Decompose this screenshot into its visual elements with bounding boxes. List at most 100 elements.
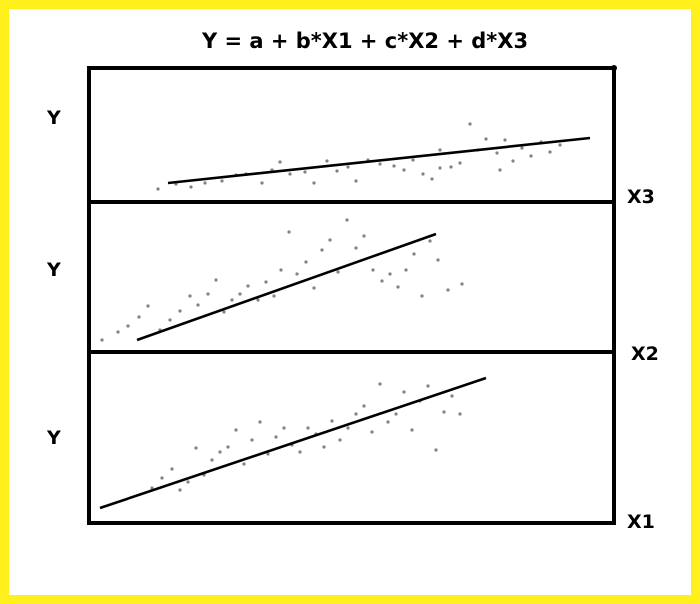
scatter-point-x3	[495, 151, 499, 155]
scatter-point-x1	[426, 384, 430, 388]
scatter-point-x3	[288, 172, 292, 176]
scatter-point-x3	[430, 177, 434, 181]
scatter-point-x1	[402, 390, 406, 394]
scatter-point-x2	[436, 258, 440, 262]
scatter-point-x3	[498, 168, 502, 172]
scatter-point-x1	[298, 450, 302, 454]
scatter-point-x1	[322, 445, 326, 449]
scatter-point-x3	[438, 148, 442, 152]
scatter-point-x2	[412, 252, 416, 256]
scatter-point-x3	[529, 154, 533, 158]
scatter-point-x2	[206, 292, 210, 296]
scatter-point-x3	[325, 159, 329, 163]
scatter-point-x2	[380, 279, 384, 283]
scatter-point-x3	[220, 179, 224, 183]
scatter-point-x2	[256, 298, 260, 302]
scatter-point-x2	[328, 238, 332, 242]
scatter-point-x3	[520, 146, 524, 150]
scatter-point-x1	[234, 428, 238, 432]
scatter-point-x2	[126, 324, 130, 328]
scatter-point-x1	[226, 445, 230, 449]
scatter-point-x3	[438, 166, 442, 170]
scatter-point-x3	[392, 164, 396, 168]
scatter-point-x2	[264, 280, 268, 284]
scatter-point-x1	[330, 419, 334, 423]
scatter-point-x2	[246, 284, 250, 288]
scatter-point-x1	[306, 426, 310, 430]
scatter-point-x1	[250, 438, 254, 442]
corner-dot	[611, 65, 617, 71]
scatter-point-x1	[362, 404, 366, 408]
scatter-point-x1	[442, 410, 446, 414]
y-label-x3-panel: Y	[46, 107, 61, 129]
scatter-point-x2	[272, 294, 276, 298]
scatter-point-x3	[335, 169, 339, 173]
scatter-point-x1	[210, 458, 214, 462]
scatter-point-x2	[279, 268, 283, 272]
scatter-point-x2	[304, 260, 308, 264]
scatter-point-x2	[146, 304, 150, 308]
scatter-point-x3	[156, 187, 160, 191]
trend-line-x3	[167, 136, 591, 185]
scatter-point-x3	[503, 138, 507, 142]
scatter-point-x3	[484, 137, 488, 141]
scatter-point-x2	[116, 330, 120, 334]
scatter-point-x2	[336, 270, 340, 274]
scatter-point-x2	[222, 310, 226, 314]
equation-title: Y = a + b*X1 + c*X2 + d*X3	[201, 29, 528, 53]
scatter-point-x1	[150, 486, 154, 490]
scatter-point-x3	[260, 181, 264, 185]
scatter-point-x3	[511, 159, 515, 163]
scatter-point-x3	[346, 165, 350, 169]
scatter-point-x2	[295, 272, 299, 276]
trend-line-x1	[99, 376, 487, 510]
scatter-point-x1	[194, 446, 198, 450]
scatter-point-x2	[100, 338, 104, 342]
scatter-point-x2	[345, 218, 349, 222]
scatter-point-x1	[386, 420, 390, 424]
scatter-point-x3	[458, 161, 462, 165]
scatter-point-x3	[378, 162, 382, 166]
scatter-point-x1	[160, 476, 164, 480]
scatter-point-x2	[196, 303, 200, 307]
scatter-point-x2	[320, 248, 324, 252]
scatter-point-x2	[312, 286, 316, 290]
x2-label: X2	[631, 343, 659, 365]
scatter-point-x3	[402, 168, 406, 172]
scatter-point-x3	[468, 122, 472, 126]
scatter-point-x2	[188, 294, 192, 298]
scatter-point-x2	[362, 234, 366, 238]
x3-label: X3	[627, 186, 655, 208]
y-label-x1-panel: Y	[46, 427, 61, 449]
scatter-point-x1	[410, 428, 414, 432]
scatter-point-x1	[274, 435, 278, 439]
scatter-point-x3	[548, 150, 552, 154]
scatter-point-x3	[354, 179, 358, 183]
scatter-point-x2	[178, 309, 182, 313]
scatter-point-x2	[230, 298, 234, 302]
scatter-point-x2	[238, 292, 242, 296]
scatter-point-x2	[420, 294, 424, 298]
scatter-point-x1	[354, 412, 358, 416]
scatter-point-x2	[137, 315, 141, 319]
scatter-point-x2	[388, 272, 392, 276]
scatter-point-x2	[404, 268, 408, 272]
scatter-point-x1	[266, 452, 270, 456]
scatter-point-x1	[178, 488, 182, 492]
scatter-point-x3	[312, 181, 316, 185]
scatter-point-x2	[354, 246, 358, 250]
scatter-point-x1	[394, 412, 398, 416]
scatter-point-x1	[258, 420, 262, 424]
trend-line-x2	[136, 232, 437, 342]
scatter-point-x3	[449, 165, 453, 169]
scatter-point-x1	[450, 394, 454, 398]
scatter-point-x1	[378, 382, 382, 386]
scatter-point-x1	[338, 438, 342, 442]
scatter-point-x3	[411, 158, 415, 162]
outer-box	[87, 66, 616, 525]
scatter-point-x1	[346, 426, 350, 430]
scatter-point-x1	[282, 426, 286, 430]
scatter-point-x2	[371, 268, 375, 272]
scatter-point-x1	[242, 462, 246, 466]
